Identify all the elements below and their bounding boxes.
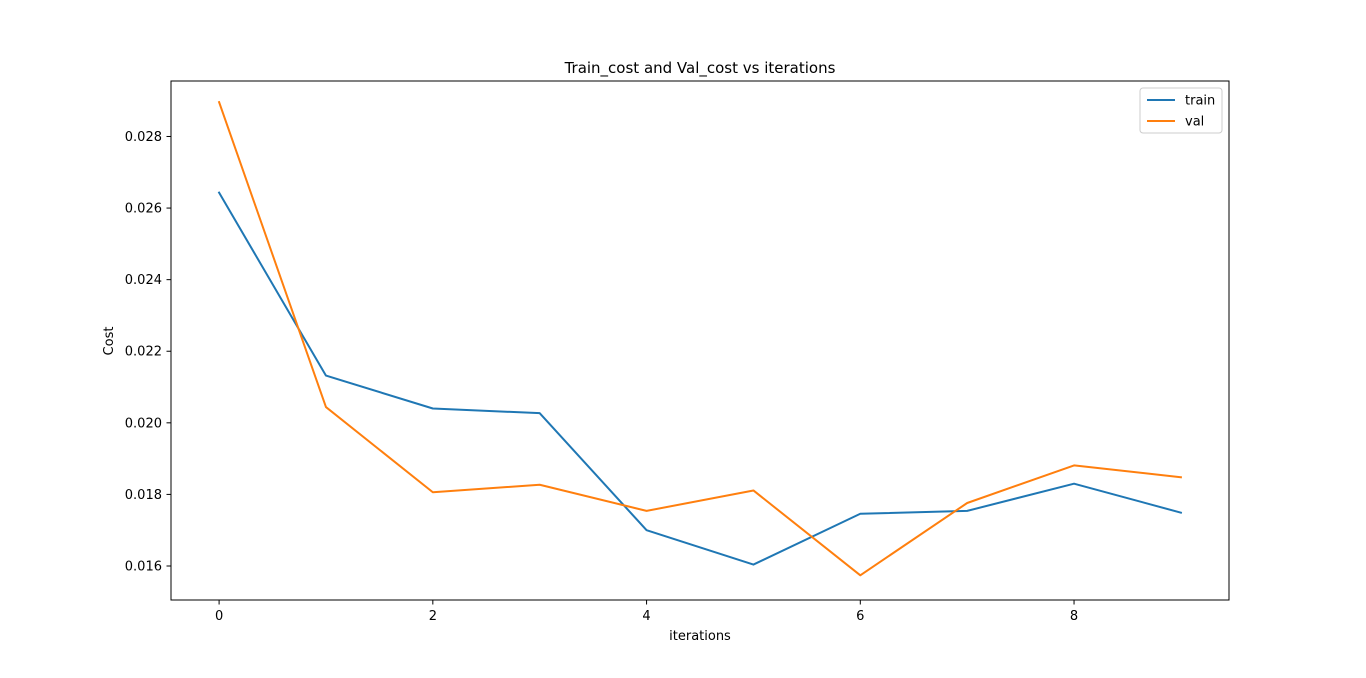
- series-line-val: [217, 100, 1183, 577]
- y-tick-label: 0.024: [125, 273, 162, 288]
- plot-area: 0 2 4 6 8 0.016 0.018 0.020 0.022 0.024 0.026 0.028: [125, 80, 1230, 624]
- x-tick-label: 4: [642, 609, 650, 624]
- legend-label-val: val: [1185, 115, 1204, 130]
- y-tick-label: 0.020: [125, 416, 162, 431]
- y-tick-label: 0.026: [125, 202, 162, 217]
- legend: train val: [1139, 87, 1223, 134]
- y-tick-label: 0.028: [125, 130, 162, 145]
- chart-title: Train_cost and Val_cost vs iterations: [564, 59, 836, 78]
- y-axis-label: Cost: [102, 327, 117, 356]
- x-tick-label: 8: [1070, 609, 1078, 624]
- x-axis-label: iterations: [669, 629, 731, 644]
- legend-label-train: train: [1185, 94, 1215, 109]
- series-line-train: [217, 191, 1183, 566]
- axes-frame: [170, 80, 1230, 601]
- x-tick-label: 6: [856, 609, 864, 624]
- y-tick-label: 0.016: [125, 559, 162, 574]
- y-tick-label: 0.022: [125, 345, 162, 360]
- x-tick-label: 2: [429, 609, 437, 624]
- y-tick-label: 0.018: [125, 488, 162, 503]
- x-tick-label: 0: [215, 609, 223, 624]
